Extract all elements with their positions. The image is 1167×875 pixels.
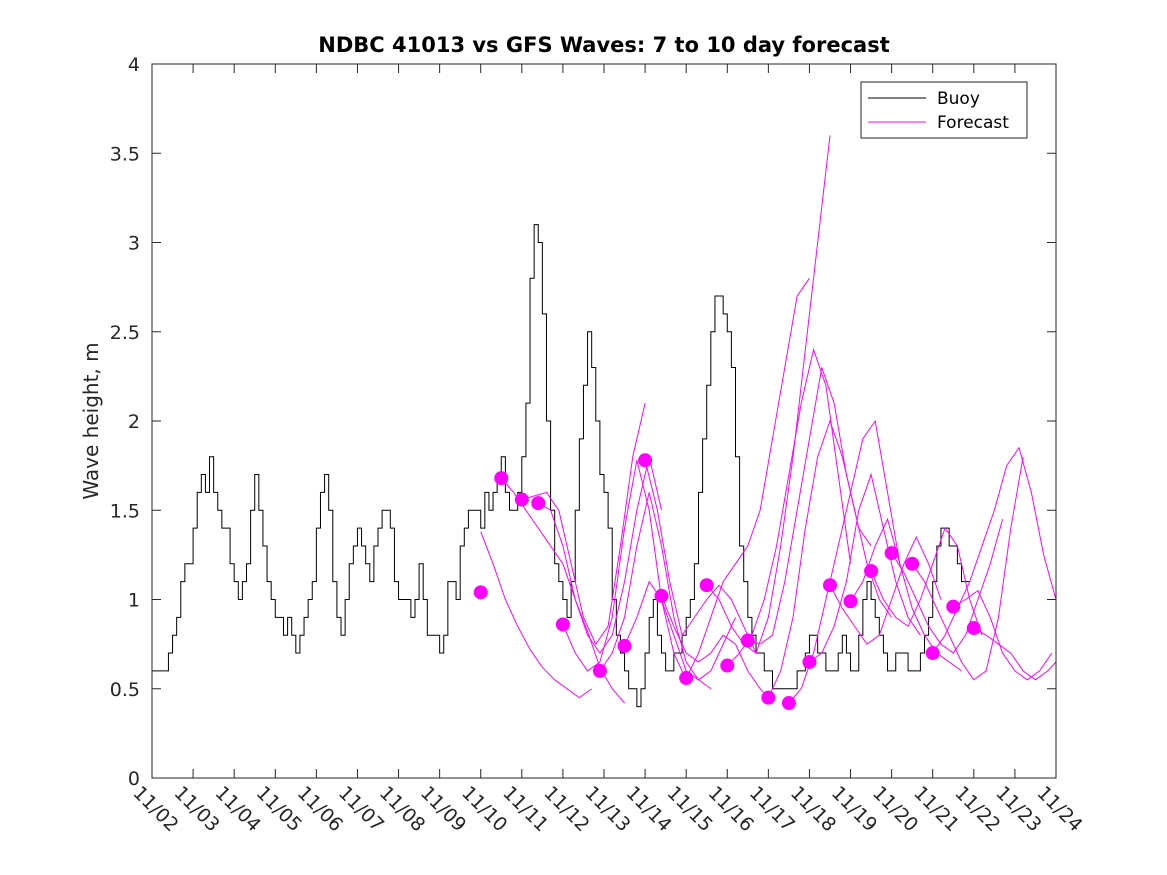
y-tick-label: 4 — [128, 54, 140, 76]
y-tick-label: 0.5 — [110, 679, 140, 701]
forecast-line-1 — [480, 531, 592, 699]
forecast-series-group — [480, 135, 1057, 704]
forecast-marker — [905, 556, 920, 571]
y-tick-label: 2 — [128, 411, 140, 433]
forecast-marker — [966, 621, 981, 636]
forecast-line-3 — [521, 403, 646, 646]
forecast-marker — [823, 578, 837, 593]
y-tick-label: 1 — [128, 590, 140, 612]
forecast-marker — [699, 578, 714, 593]
buoy-line — [152, 224, 970, 708]
forecast-line-21 — [911, 456, 1024, 681]
forecast-line-8 — [644, 460, 757, 654]
forecast-marker — [946, 599, 961, 614]
forecast-line-5 — [562, 460, 687, 681]
buoy-series — [152, 224, 970, 708]
forecast-markers — [473, 453, 981, 711]
forecast-line-24 — [973, 627, 1057, 681]
forecast-marker — [843, 594, 858, 609]
forecast-marker — [531, 496, 546, 511]
plot-frame — [151, 63, 1057, 779]
forecast-line-9 — [661, 595, 773, 704]
y-tick-label: 2.5 — [110, 322, 140, 344]
y-tick-label: 0 — [128, 768, 140, 790]
legend-label-buoy: Buoy — [937, 89, 980, 109]
forecast-marker — [494, 471, 509, 486]
forecast-line-23 — [953, 589, 1053, 681]
forecast-line-6 — [599, 492, 712, 690]
forecast-line-11 — [706, 135, 831, 654]
chart-title: NDBC 41013 vs GFS Waves: 7 to 10 day for… — [318, 33, 889, 57]
forecast-marker — [740, 633, 755, 648]
forecast-marker — [473, 585, 488, 600]
forecast-line-4 — [538, 456, 663, 654]
legend: Buoy Forecast — [860, 81, 1028, 139]
forecast-line-19 — [870, 527, 983, 636]
forecast-marker — [514, 492, 529, 507]
y-tick-label: 1.5 — [110, 500, 140, 522]
forecast-line-16 — [809, 472, 921, 663]
forecast-line-15 — [788, 419, 901, 704]
forecast-line-22 — [932, 446, 1057, 654]
legend-label-forecast: Forecast — [937, 113, 1009, 133]
forecast-marker — [781, 696, 796, 711]
plot-area — [152, 64, 1056, 778]
forecast-marker — [679, 671, 694, 686]
forecast-marker — [884, 546, 899, 561]
forecast-line-18 — [850, 517, 962, 672]
forecast-marker — [925, 646, 940, 661]
forecast-marker — [592, 663, 607, 678]
y-tick-labels: 0 0.5 1 1.5 2 2.5 3 3.5 4 — [110, 54, 140, 790]
forecast-line-20 — [891, 519, 1004, 654]
forecast-line-17 — [829, 535, 942, 645]
forecast-marker — [555, 617, 570, 632]
forecast-line-7 — [624, 580, 736, 681]
y-tick-label: 3 — [128, 233, 140, 255]
forecast-marker — [720, 658, 735, 673]
forecast-marker — [638, 453, 653, 468]
legend-box — [860, 81, 1028, 139]
forecast-marker — [761, 690, 776, 705]
forecast-marker — [864, 563, 879, 578]
forecast-marker — [617, 638, 632, 653]
forecast-marker — [802, 654, 817, 669]
y-axis-label: Wave height, m — [79, 342, 103, 499]
y-tick-label: 3.5 — [110, 143, 140, 165]
forecast-line-10 — [685, 277, 810, 679]
forecast-marker — [654, 588, 669, 603]
